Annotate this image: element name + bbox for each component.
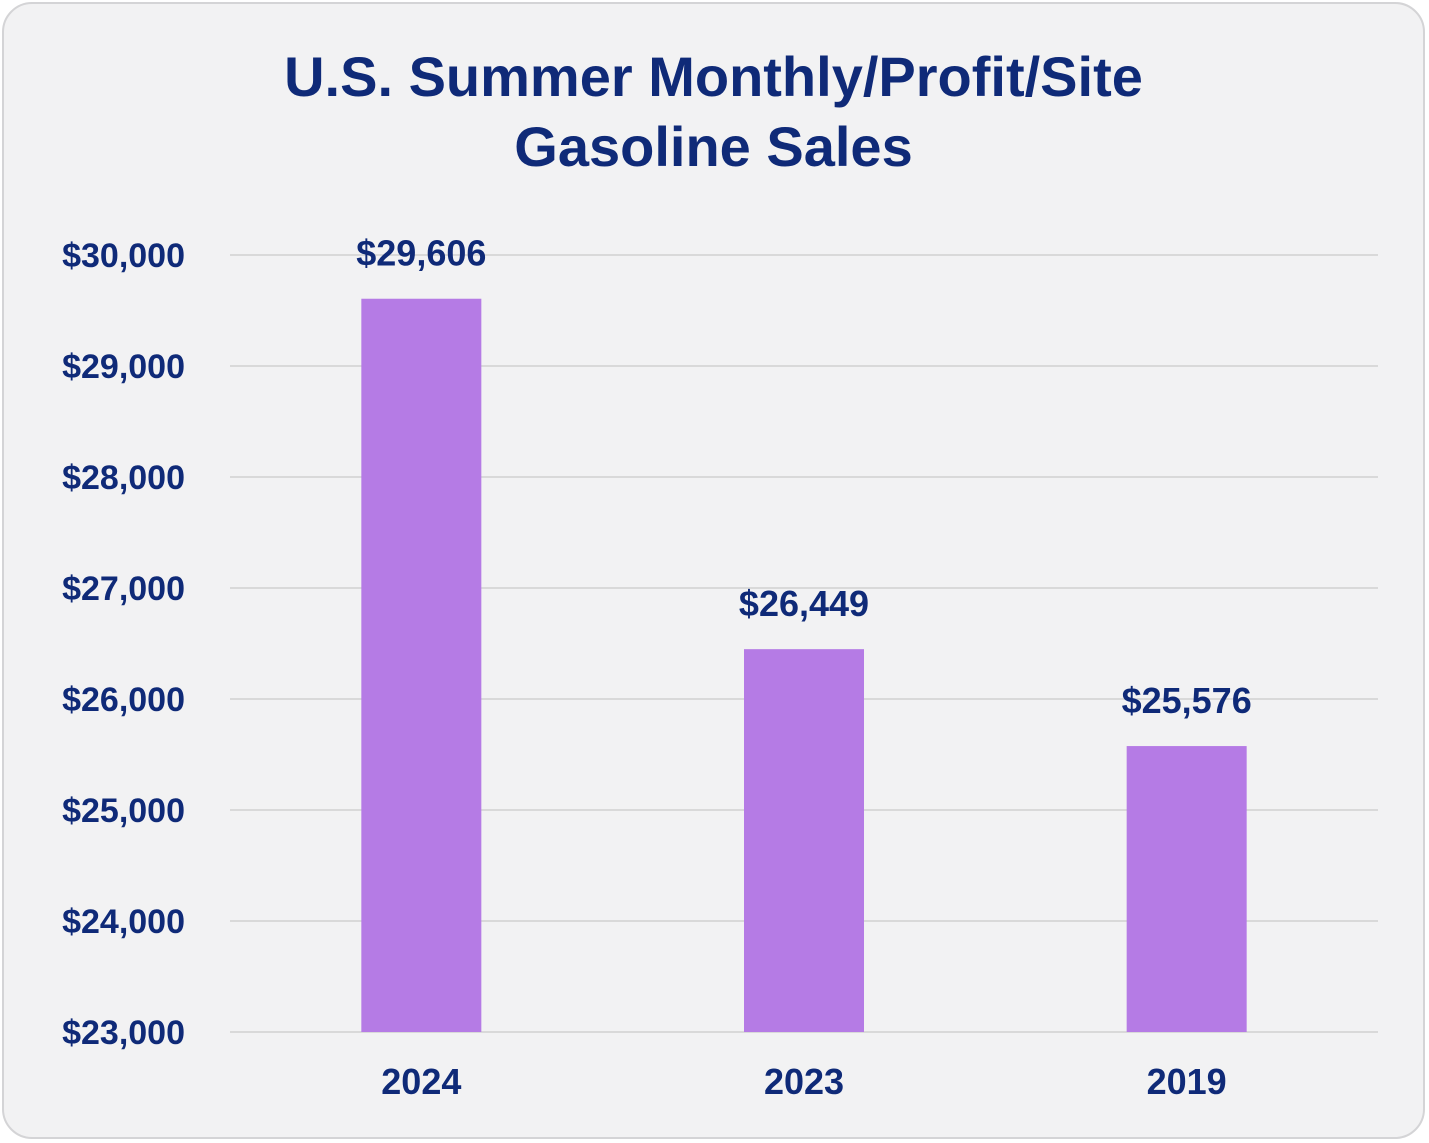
y-axis: $30,000 $29,000 $28,000 $27,000 $26,000 $25,0… [62,237,185,1052]
data-label: $26,449 [739,583,869,624]
data-labels: $29,606 $26,449 $25,576 [356,233,1251,721]
bar [744,649,864,1032]
bar [361,298,482,1032]
y-tick-label: $26,000 [62,681,185,719]
x-tick-label: 2019 [1147,1061,1227,1102]
bars [361,298,1247,1032]
x-tick-label: 2023 [764,1061,844,1102]
y-tick-label: $23,000 [62,1014,185,1052]
y-tick-label: $25,000 [62,792,185,830]
x-axis: 2024 2023 2019 [381,1061,1226,1102]
y-tick-label: $28,000 [62,459,185,497]
chart-title-line-2: Gasoline Sales [514,115,913,178]
chart-title: U.S. Summer Monthly/Profit/Site Gasoline… [4,42,1423,182]
x-tick-label: 2024 [381,1061,461,1102]
data-label: $29,606 [356,233,486,274]
y-tick-label: $29,000 [62,348,185,386]
bar [1126,746,1247,1032]
y-tick-label: $27,000 [62,570,185,608]
data-label: $25,576 [1122,680,1252,721]
y-tick-label: $24,000 [62,903,185,941]
chart-title-line-1: U.S. Summer Monthly/Profit/Site [284,45,1143,108]
y-tick-label: $30,000 [62,237,185,275]
